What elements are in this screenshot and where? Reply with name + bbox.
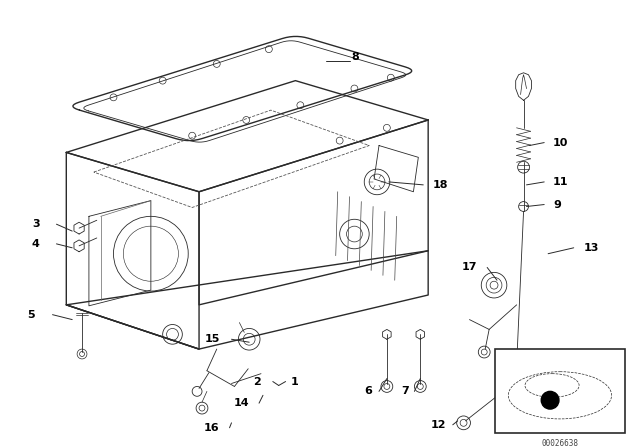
Text: 18: 18 [433,180,449,190]
Text: 14: 14 [234,398,249,408]
Text: 9: 9 [553,199,561,210]
Bar [495,349,625,433]
Text: 7: 7 [401,386,408,396]
Text: 4: 4 [32,239,40,249]
Text: 6: 6 [364,386,372,396]
Text: 1: 1 [291,376,298,387]
Text: 10: 10 [553,138,568,147]
Text: 11: 11 [553,177,568,187]
Text: 16: 16 [204,423,220,433]
Text: 00026638: 00026638 [541,439,579,448]
Text: 8: 8 [351,52,359,62]
Text: 15: 15 [204,334,220,344]
Text: 3: 3 [32,219,40,229]
Text: 5: 5 [28,310,35,320]
Text: 17: 17 [462,263,477,272]
Text: 13: 13 [584,243,599,253]
Text: 12: 12 [430,420,446,430]
Circle shape [541,392,559,409]
Text: 2: 2 [253,376,261,387]
